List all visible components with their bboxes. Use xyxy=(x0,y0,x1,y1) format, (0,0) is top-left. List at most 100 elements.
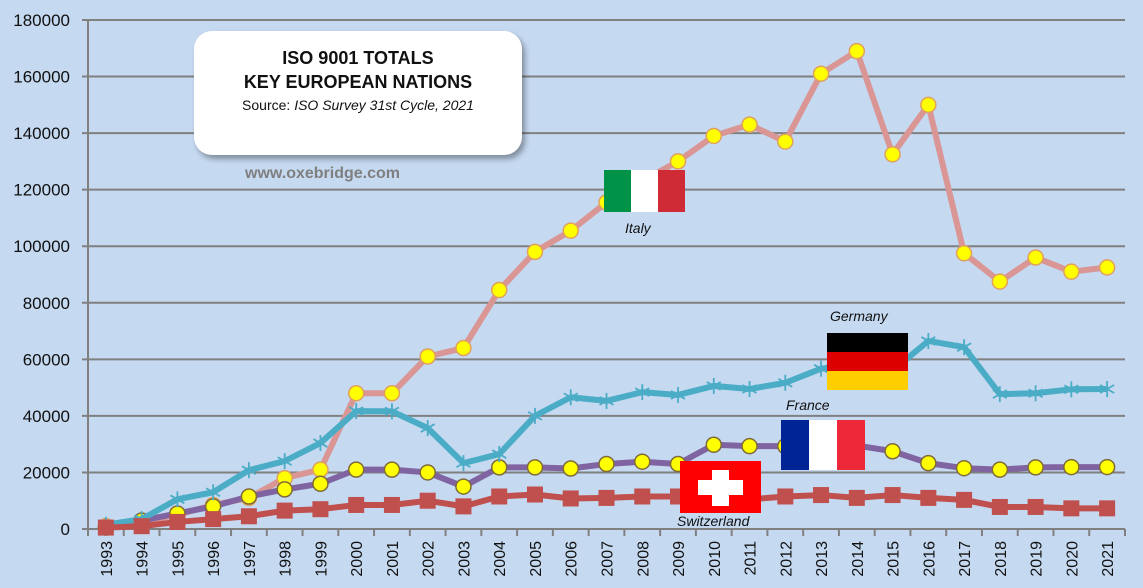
y-tick-label: 80000 xyxy=(23,294,70,313)
france-point xyxy=(884,442,901,460)
chart-title-box: ISO 9001 TOTALS KEY EUROPEAN NATIONS Sou… xyxy=(194,31,522,155)
italy-point xyxy=(848,42,866,60)
x-tick-label: 2010 xyxy=(707,541,724,577)
series-france xyxy=(97,436,1116,536)
x-tick-label: 2005 xyxy=(528,541,545,577)
switzerland-point xyxy=(813,487,830,504)
switzerland-point xyxy=(777,488,794,505)
italy-point xyxy=(383,385,401,402)
switzerland-point xyxy=(383,496,400,513)
france-point xyxy=(562,460,579,477)
chart-source: Source: ISO Survey 31st Cycle, 2021 xyxy=(194,97,522,113)
x-tick-label: 2016 xyxy=(921,541,938,577)
france-point xyxy=(598,455,615,473)
y-tick-label: 20000 xyxy=(23,463,70,482)
france-point xyxy=(1027,459,1044,476)
gridlines xyxy=(82,19,1125,530)
x-tick-label: 2001 xyxy=(385,541,402,577)
italy-point xyxy=(920,96,937,114)
x-tick-label: 2009 xyxy=(671,541,688,577)
switzerland-point xyxy=(455,498,472,515)
germany-point xyxy=(706,377,722,394)
italy-point xyxy=(1027,249,1044,266)
germany-label: Germany xyxy=(830,308,888,324)
chart-title-line-1: ISO 9001 TOTALS xyxy=(282,48,434,68)
x-tick-label: 2018 xyxy=(993,541,1010,577)
switzerland-label: Switzerland xyxy=(677,513,750,529)
switzerland-point xyxy=(133,518,150,535)
source-prefix: Source: xyxy=(242,97,295,113)
italy-point xyxy=(347,385,365,402)
x-tick-label: 2017 xyxy=(957,541,974,577)
france-point xyxy=(920,454,937,472)
germany-point xyxy=(277,453,293,470)
switzerland-point xyxy=(991,498,1008,515)
germany-point xyxy=(992,386,1008,403)
x-tick-label: 1996 xyxy=(206,541,223,577)
x-tick-label: 2011 xyxy=(743,541,760,576)
germany-point xyxy=(384,403,400,420)
x-tick-label: 2003 xyxy=(456,541,473,577)
y-tick-label: 60000 xyxy=(23,350,70,369)
france-point xyxy=(1063,458,1080,476)
germany-point xyxy=(920,332,936,349)
switzerland-point xyxy=(491,488,508,505)
switzerland-point xyxy=(348,496,365,513)
italy-point xyxy=(669,153,687,170)
germany-point xyxy=(742,381,757,398)
switzerland-point xyxy=(562,490,579,507)
x-tick-label: 2012 xyxy=(778,541,795,577)
italy-point xyxy=(455,339,472,357)
france-point xyxy=(276,481,293,498)
series-group xyxy=(97,42,1116,536)
germany-point xyxy=(956,339,972,356)
germany-flag-icon xyxy=(827,333,908,390)
italy-label: Italy xyxy=(625,220,651,236)
x-tick-label: 2014 xyxy=(850,541,867,577)
x-tick-label: 1995 xyxy=(170,541,187,577)
y-tick-label: 100000 xyxy=(13,237,70,256)
germany-point xyxy=(813,360,829,377)
germany-point xyxy=(1028,385,1044,402)
x-tick-label: 2019 xyxy=(1029,541,1046,577)
switzerland-point xyxy=(276,502,293,519)
x-tick-label: 2002 xyxy=(421,541,438,577)
france-point xyxy=(490,459,508,476)
germany-point xyxy=(348,403,364,420)
x-tick-label: 1997 xyxy=(242,541,259,577)
x-tick-label: 1994 xyxy=(135,541,152,577)
germany-point xyxy=(1099,381,1115,398)
italy-point xyxy=(562,222,579,239)
france-point xyxy=(312,475,329,493)
italy-point xyxy=(705,127,723,145)
italy-point xyxy=(991,273,1009,290)
germany-point xyxy=(670,386,686,403)
italy-point xyxy=(777,133,794,150)
france-point xyxy=(741,437,758,455)
switzerland-point xyxy=(97,519,114,536)
germany-point xyxy=(491,446,507,463)
x-tick-label: 2013 xyxy=(814,541,831,577)
x-tick-label: 2008 xyxy=(635,541,652,577)
germany-point xyxy=(313,435,328,452)
germany-point xyxy=(1063,381,1079,398)
x-tick-label: 2004 xyxy=(492,541,509,577)
website-watermark: www.oxebridge.com xyxy=(245,165,400,182)
y-axis: 0 20000 40000 60000 80000 100000 120000 140000 1… xyxy=(13,11,89,539)
france-point xyxy=(526,459,544,476)
x-tick-label: 2015 xyxy=(886,541,903,577)
switzerland-point xyxy=(634,488,651,505)
germany-point xyxy=(527,407,543,424)
italy-point xyxy=(1098,259,1116,276)
france-label: France xyxy=(786,397,830,413)
france-point xyxy=(347,461,365,478)
y-tick-label: 0 xyxy=(61,520,70,539)
france-point xyxy=(955,459,973,477)
germany-point xyxy=(241,462,257,479)
x-tick-label: 1993 xyxy=(99,541,116,577)
switzerland-point xyxy=(1027,498,1044,515)
series-italy xyxy=(97,42,1116,535)
italy-point xyxy=(490,281,508,299)
switzerland-point xyxy=(598,489,615,506)
italy-point xyxy=(812,65,830,82)
